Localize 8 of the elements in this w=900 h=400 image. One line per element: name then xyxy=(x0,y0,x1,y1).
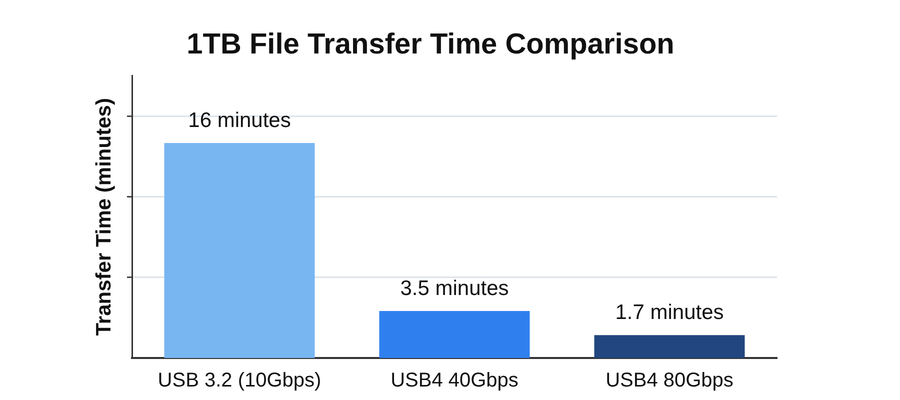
chart-title: 1TB File Transfer Time Comparison xyxy=(186,28,674,60)
x-tick-label: USB4 80Gbps xyxy=(606,370,734,392)
data-label: 3.5 minutes xyxy=(400,276,509,300)
y-axis-title: Transfer Time (minutes) xyxy=(92,98,116,336)
x-tick-label: USB 3.2 (10Gbps) xyxy=(158,370,322,392)
data-label: 1.7 minutes xyxy=(615,300,724,324)
data-label: 16 minutes xyxy=(188,108,291,132)
x-tick-label: USB4 40Gbps xyxy=(390,370,518,392)
